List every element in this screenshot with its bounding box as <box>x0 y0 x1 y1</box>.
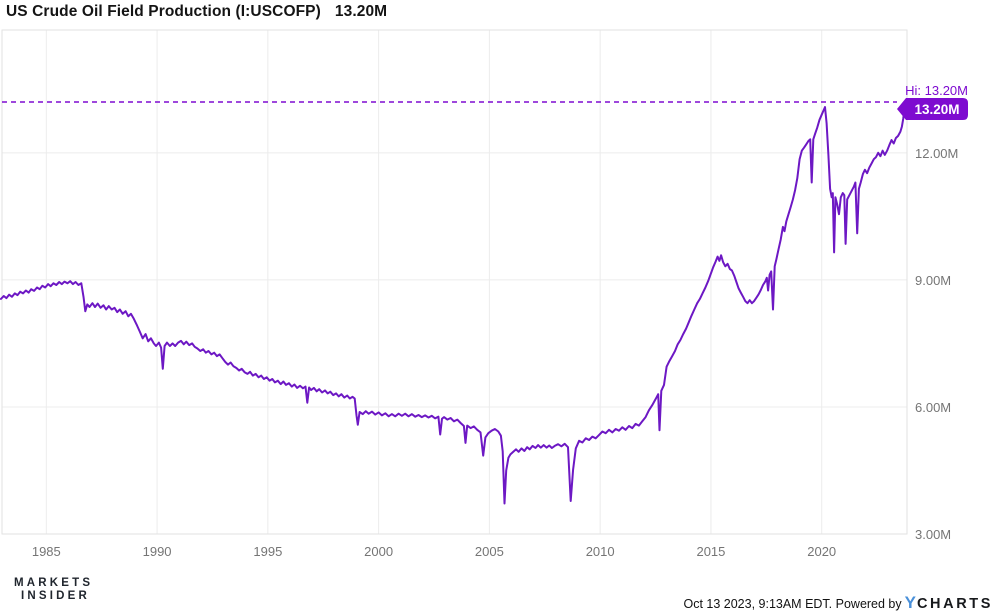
footer-attribution: Oct 13 2023, 9:13AM EDT. Powered by Y CHA… <box>683 593 993 613</box>
y-tick-label: 6.00M <box>915 400 951 415</box>
markets-insider-logo[interactable]: MARKETS INSIDER <box>14 577 93 603</box>
ycharts-logo-text: CHARTS <box>916 596 993 612</box>
x-tick-label: 1985 <box>32 544 61 559</box>
x-tick-label: 2015 <box>696 544 725 559</box>
markets-insider-logo-line2: INSIDER <box>21 590 91 602</box>
x-tick-label: 2020 <box>807 544 836 559</box>
chart-canvas: 1985 1990 1995 2000 2005 2010 2015 2020 12.00M 9.… <box>0 29 968 559</box>
chart-title: US Crude Oil Field Production (I:USCOFP) <box>6 3 321 20</box>
ycharts-logo[interactable]: Y CHARTS <box>905 593 993 613</box>
x-tick-label: 2010 <box>586 544 615 559</box>
chart-current-value: 13.20M <box>334 3 388 20</box>
current-value-tag-label: 13.20M <box>914 102 959 117</box>
timestamp-text: Oct 13 2023, 9:13AM EDT. Powered by <box>683 597 902 611</box>
production-line <box>0 101 907 505</box>
x-tick-label: 2000 <box>364 544 393 559</box>
x-tick-label: 1995 <box>253 544 282 559</box>
chart-header: US Crude Oil Field Production (I:USCOFP)… <box>6 3 387 21</box>
markets-insider-logo-line1: MARKETS <box>14 577 94 589</box>
plot-frame <box>1 29 908 535</box>
hi-label: Hi: 13.20M <box>905 83 968 98</box>
current-value-tag <box>897 98 968 120</box>
y-tick-label: 9.00M <box>915 273 951 288</box>
ycharts-y-icon: Y <box>904 593 917 612</box>
x-tick-label: 1990 <box>143 544 172 559</box>
y-tick-label: 12.00M <box>915 146 958 161</box>
x-tick-label: 2005 <box>475 544 504 559</box>
y-tick-label: 3.00M <box>915 527 951 542</box>
